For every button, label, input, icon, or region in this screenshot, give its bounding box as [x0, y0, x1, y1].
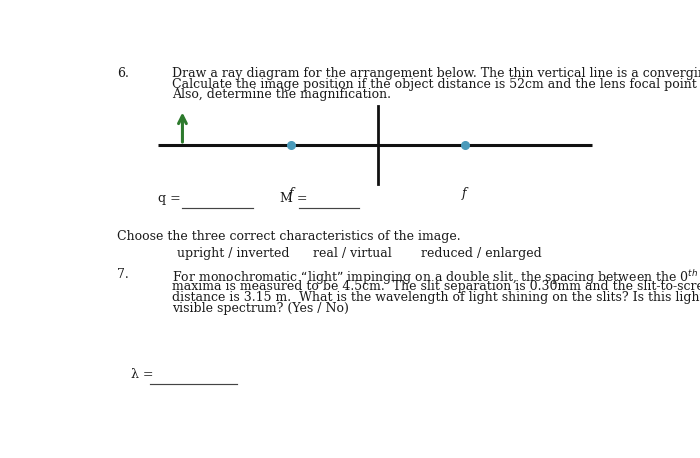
Text: Also, determine the magnification.: Also, determine the magnification.	[172, 88, 391, 102]
Text: M =: M =	[280, 192, 307, 205]
Text: f: f	[288, 187, 293, 200]
Text: maxima is measured to be 4.5cm.  The slit separation is 0.30mm and the slit-to-s: maxima is measured to be 4.5cm. The slit…	[172, 279, 700, 293]
Text: reduced / enlarged: reduced / enlarged	[421, 247, 542, 260]
Text: 6.: 6.	[118, 67, 130, 80]
Text: upright / inverted: upright / inverted	[177, 247, 290, 260]
Text: Calculate the image position if the object distance is 52cm and the lens focal p: Calculate the image position if the obje…	[172, 78, 700, 91]
Text: λ =: λ =	[131, 368, 153, 381]
Text: real / virtual: real / virtual	[313, 247, 391, 260]
Text: For monochromatic “light” impinging on a double slit, the spacing between the 0$: For monochromatic “light” impinging on a…	[172, 268, 700, 287]
Text: distance is 3.15 m.  What is the wavelength of light shining on the slits? Is th: distance is 3.15 m. What is the waveleng…	[172, 291, 700, 304]
Text: q =: q =	[158, 192, 181, 205]
Text: visible spectrum? (Yes / No): visible spectrum? (Yes / No)	[172, 302, 349, 315]
Text: 7.: 7.	[118, 268, 129, 281]
Text: f: f	[462, 187, 467, 200]
Text: Draw a ray diagram for the arrangement below. The thin vertical line is a conver: Draw a ray diagram for the arrangement b…	[172, 67, 700, 80]
Text: Choose the three correct characteristics of the image.: Choose the three correct characteristics…	[118, 229, 461, 243]
